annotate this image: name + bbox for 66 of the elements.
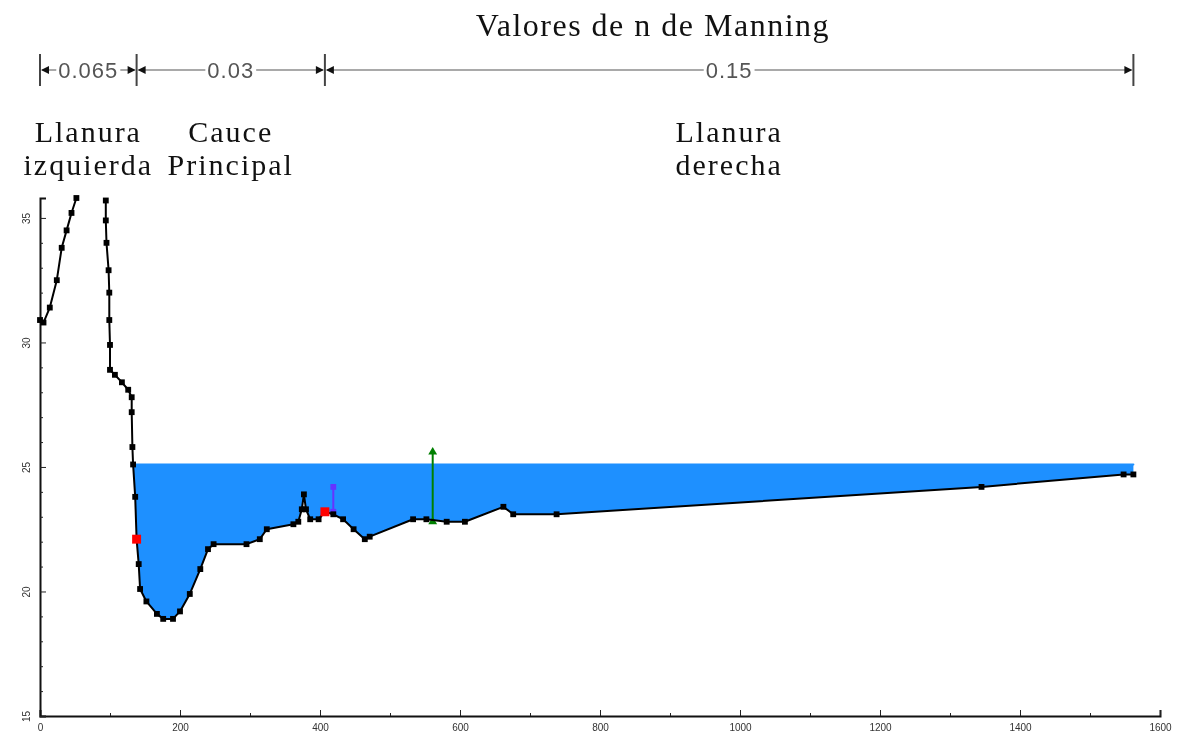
point [366, 533, 373, 540]
text: Llanura izquierda [23, 115, 154, 181]
point [102, 217, 109, 224]
point [125, 386, 132, 393]
point [106, 289, 113, 296]
point [300, 491, 307, 498]
point [410, 516, 417, 523]
point [461, 518, 468, 525]
x-tick-label: 400 [312, 722, 330, 734]
point [256, 536, 263, 543]
text: 0.03 [207, 58, 255, 83]
point [186, 591, 193, 597]
point [107, 366, 113, 373]
point [153, 610, 160, 617]
x-tick-label: 0 [37, 722, 44, 734]
point [160, 615, 167, 622]
x-tick-label: 1000 [729, 722, 753, 734]
point [315, 516, 322, 523]
text: 0.065 [58, 58, 119, 83]
text: Llanura derecha [675, 115, 783, 181]
point [170, 615, 176, 622]
point [118, 379, 125, 386]
point [197, 566, 204, 572]
point [303, 506, 309, 513]
point [53, 277, 60, 284]
point [111, 371, 118, 378]
y-tick-label: 20 [21, 585, 32, 598]
point [107, 342, 113, 348]
y-tick-label: 15 [21, 710, 32, 723]
point [128, 409, 135, 416]
x-tick-label: 1400 [1009, 722, 1033, 734]
x-tick-label: 1600 [1149, 722, 1173, 734]
point [132, 493, 139, 500]
chart-title: Valores de n de Manning [475, 7, 831, 43]
point [340, 516, 347, 523]
point [350, 526, 357, 533]
y-tick-label: 25 [21, 461, 32, 474]
point [263, 526, 270, 533]
point [307, 516, 314, 523]
x-tick-label: 200 [172, 722, 190, 734]
point [295, 518, 302, 525]
point [330, 483, 337, 490]
point [210, 541, 217, 548]
point [137, 586, 144, 592]
y-tick-label: 35 [21, 212, 32, 224]
point [63, 227, 70, 234]
point [177, 608, 183, 615]
point [105, 267, 112, 274]
text: Cauce Principal [167, 115, 294, 181]
point [135, 561, 142, 567]
point [553, 511, 560, 518]
point [129, 444, 136, 450]
point [106, 317, 113, 323]
point [58, 244, 65, 251]
point [443, 518, 450, 525]
point [205, 546, 211, 553]
point [510, 511, 517, 518]
x-tick-label: 600 [452, 722, 470, 734]
y-tick-label: 30 [21, 336, 32, 349]
x-tick-label: 1200 [869, 722, 893, 734]
x-tick-label: 800 [592, 722, 610, 734]
point [423, 516, 430, 523]
point [500, 503, 507, 510]
point [73, 195, 80, 201]
text: 0.15 [705, 58, 753, 83]
point [128, 394, 135, 401]
